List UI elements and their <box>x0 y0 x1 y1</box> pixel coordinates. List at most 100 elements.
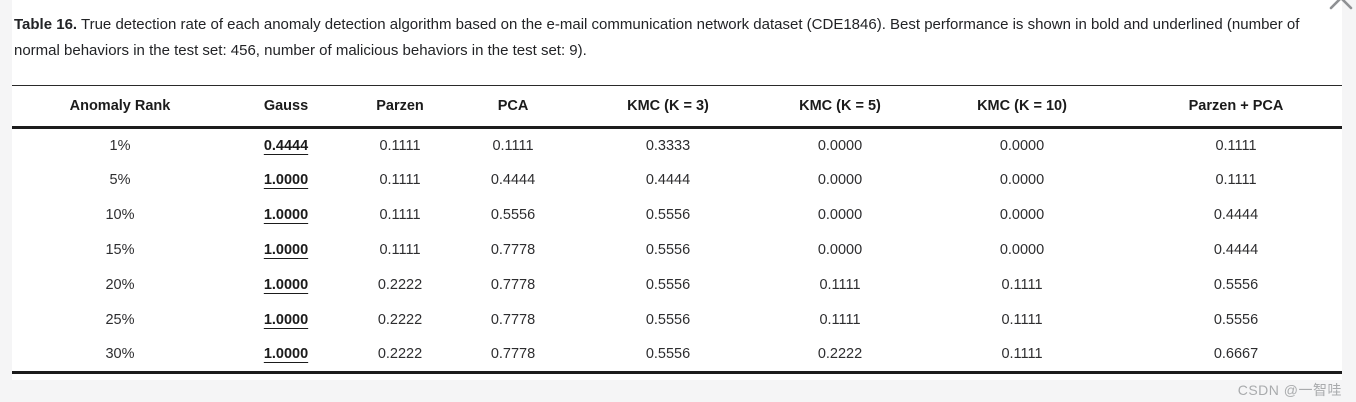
anomaly-rank-cell: 10% <box>12 198 228 233</box>
value-cell: 0.1111 <box>914 338 1130 373</box>
value-cell: 0.1111 <box>766 303 914 338</box>
cell-value: 0.1111 <box>1001 312 1043 328</box>
cell-value: 0.0000 <box>817 172 863 188</box>
value-cell: 0.5556 <box>570 198 766 233</box>
table-row: 20% 1.0000 0.2222 0.7778 0.5556 0.1111 0.1111 0… <box>12 268 1342 303</box>
cell-value: 0.1111 <box>492 137 534 154</box>
cell-value: 0.5556 <box>1213 312 1259 328</box>
results-table: Anomaly Rank Gauss Parzen PCA KMC (K = 3) KMC… <box>12 85 1342 374</box>
value-cell: 0.7778 <box>456 303 570 338</box>
cell-value: 0.0000 <box>999 207 1045 223</box>
value-cell: 0.7778 <box>456 268 570 303</box>
cell-value: 0.1111 <box>819 312 861 328</box>
best-value: 1.0000 <box>263 207 309 223</box>
cell-value: 0.4444 <box>1213 242 1259 258</box>
cell-value: 0.0000 <box>817 242 863 258</box>
csdn-watermark: CSDN @一智哇 <box>1237 382 1342 398</box>
value-cell: 1.0000 <box>228 338 344 373</box>
value-cell: 0.7778 <box>456 233 570 268</box>
results-table-header: Anomaly Rank Gauss Parzen PCA KMC (K = 3) KMC… <box>12 86 1342 128</box>
collapse-button[interactable] <box>1328 0 1354 14</box>
best-value: 1.0000 <box>263 312 309 328</box>
value-cell: 0.1111 <box>766 268 914 303</box>
cell-value: 0.5556 <box>490 207 536 223</box>
value-cell: 0.5556 <box>570 268 766 303</box>
value-cell: 1.0000 <box>228 163 344 198</box>
column-header: Anomaly Rank <box>69 98 171 114</box>
best-value: 1.0000 <box>263 277 309 293</box>
table-caption-label: Table 16. <box>14 16 78 33</box>
value-cell: 0.3333 <box>570 128 766 163</box>
cell-value: 0.0000 <box>999 172 1045 188</box>
value-cell: 0.5556 <box>570 303 766 338</box>
value-cell: 0.4444 <box>1130 198 1342 233</box>
cell-value: 0.1111 <box>379 137 421 154</box>
value-cell: 1.0000 <box>228 303 344 338</box>
cell-value: 0.7778 <box>490 312 536 328</box>
column-header: KMC (K = 3) <box>627 98 709 114</box>
best-value: 1.0000 <box>263 346 309 363</box>
value-cell: 0.2222 <box>766 338 914 373</box>
value-cell: 0.2222 <box>344 338 456 373</box>
article-content-card: Table 16. True detection rate of each an… <box>12 0 1342 380</box>
table-row: 25% 1.0000 0.2222 0.7778 0.5556 0.1111 0.1111 0… <box>12 303 1342 338</box>
anomaly-rank-cell: 1% <box>12 128 228 163</box>
cell-value: 0.1111 <box>379 242 421 258</box>
cell-value: 25% <box>105 312 135 328</box>
value-cell: 0.4444 <box>570 163 766 198</box>
anomaly-rank-cell: 30% <box>12 338 228 373</box>
value-cell: 0.1111 <box>344 233 456 268</box>
value-cell: 0.0000 <box>914 128 1130 163</box>
cell-value: 0.7778 <box>490 346 536 363</box>
table-caption-text: True detection rate of each anomaly dete… <box>14 16 1300 59</box>
cell-value: 0.1111 <box>379 207 421 223</box>
cell-value: 0.1111 <box>1001 346 1043 363</box>
table-row: 15% 1.0000 0.1111 0.7778 0.5556 0.0000 0.0000 0… <box>12 233 1342 268</box>
value-cell: 0.5556 <box>1130 268 1342 303</box>
value-cell: 0.0000 <box>766 198 914 233</box>
cell-value: 5% <box>109 172 131 188</box>
cell-value: 0.7778 <box>490 242 536 258</box>
value-cell: 0.5556 <box>570 338 766 373</box>
cell-value: 0.6667 <box>1213 346 1259 363</box>
value-cell: 0.2222 <box>344 303 456 338</box>
cell-value: 0.0000 <box>817 137 863 154</box>
cell-value: 0.0000 <box>999 137 1045 154</box>
best-value: 1.0000 <box>263 172 309 188</box>
anomaly-rank-cell: 25% <box>12 303 228 338</box>
value-cell: 0.1111 <box>1130 163 1342 198</box>
cell-value: 0.2222 <box>377 312 423 328</box>
header-row: Anomaly Rank Gauss Parzen PCA KMC (K = 3) KMC… <box>12 86 1342 128</box>
table-row: 10% 1.0000 0.1111 0.5556 0.5556 0.0000 0.0000 0… <box>12 198 1342 233</box>
cell-value: 0.3333 <box>645 137 691 154</box>
value-cell: 0.1111 <box>456 128 570 163</box>
column-header: PCA <box>497 98 529 114</box>
cell-value: 0.0000 <box>817 207 863 223</box>
value-cell: 0.7778 <box>456 338 570 373</box>
value-cell: 0.0000 <box>766 233 914 268</box>
value-cell: 0.0000 <box>914 233 1130 268</box>
cell-value: 0.5556 <box>645 312 691 328</box>
column-header: Parzen + PCA <box>1188 98 1284 114</box>
cell-value: 0.1111 <box>379 172 421 188</box>
cell-value: 0.5556 <box>1213 277 1259 293</box>
chevron-up-icon <box>1329 0 1353 10</box>
value-cell: 1.0000 <box>228 198 344 233</box>
value-cell: 0.5556 <box>570 233 766 268</box>
cell-value: 1% <box>109 137 131 154</box>
cell-value: 0.5556 <box>645 346 691 363</box>
value-cell: 0.0000 <box>766 128 914 163</box>
value-cell: 0.4444 <box>228 128 344 163</box>
value-cell: 0.2222 <box>344 268 456 303</box>
value-cell: 1.0000 <box>228 268 344 303</box>
anomaly-rank-cell: 5% <box>12 163 228 198</box>
cell-value: 0.2222 <box>817 346 863 363</box>
value-cell: 0.6667 <box>1130 338 1342 373</box>
value-cell: 0.1111 <box>914 303 1130 338</box>
cell-value: 0.1111 <box>1215 172 1257 188</box>
cell-value: 0.5556 <box>645 242 691 258</box>
best-value: 1.0000 <box>263 242 309 258</box>
results-table-body: 1% 0.4444 0.1111 0.1111 0.3333 0.0000 0.0000 0.… <box>12 128 1342 373</box>
cell-value: 0.1111 <box>819 277 861 293</box>
cell-value: 0.4444 <box>645 172 691 188</box>
